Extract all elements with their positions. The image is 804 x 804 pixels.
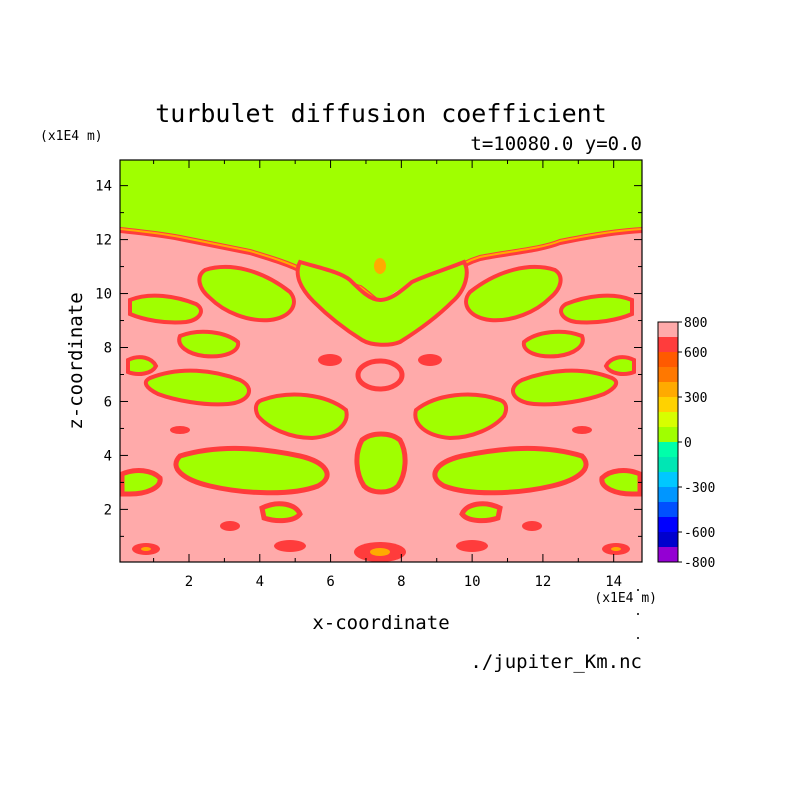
central-plume (295, 259, 469, 347)
colorbar-tick-label: -300 (684, 481, 715, 496)
x-tick-label: 10 (464, 574, 481, 590)
small-blobs (132, 354, 630, 562)
x-axis-label: x-coordinate (312, 612, 449, 634)
plot-frame (119, 159, 643, 563)
lower-patches (120, 431, 642, 524)
y-tick-label: 12 (95, 233, 112, 249)
colorbar-tick-label: -800 (684, 556, 715, 571)
x-tick-label: 8 (397, 574, 405, 590)
colorbar-tick-label: 600 (684, 346, 707, 361)
x-tick-label: 12 (534, 574, 551, 590)
small-orange-blobs (141, 258, 621, 556)
colorbar: 800 600 300 0 -300 -600 -800 (657, 316, 715, 571)
y-tick-label: 2 (104, 502, 112, 518)
y-tick-label: 14 (95, 179, 112, 195)
unit-mark-dot (637, 589, 639, 591)
unit-mark-dot (637, 637, 639, 639)
mid-patches (126, 265, 636, 441)
y-tick-label: 6 (104, 394, 112, 410)
y-unit-label: (x1E4 m) (40, 129, 103, 144)
x-axis: 2 4 6 8 10 12 14 (153, 160, 622, 590)
x-unit-label: (x1E4 m) (594, 591, 657, 606)
x-tick-label: 4 (256, 574, 264, 590)
colorbar-segment (658, 532, 678, 547)
x-tick-label: 2 (185, 574, 193, 590)
chart-title: turbulet diffusion coefficient (155, 99, 607, 128)
upper-zero-layer (120, 160, 642, 301)
y-tick-label: 8 (104, 341, 112, 357)
colorbar-segment (658, 412, 678, 427)
x-tick-label: 14 (605, 574, 622, 590)
colorbar-segment (658, 352, 678, 367)
x-tick-label: 6 (326, 574, 334, 590)
heatmap-field (120, 160, 642, 562)
colorbar-segment (658, 442, 678, 457)
colorbar-segment (658, 382, 678, 397)
y-axis-label: z-coordinate (65, 292, 87, 429)
colorbar-segment (658, 337, 678, 352)
colorbar-segment (658, 367, 678, 382)
colorbar-segment (658, 472, 678, 487)
y-axis: 2 4 6 8 10 12 14 (95, 179, 642, 537)
colorbar-segment (658, 547, 678, 562)
y-tick-label: 10 (95, 287, 112, 303)
colorbar-segment (658, 502, 678, 517)
colorbar-segment (658, 322, 678, 337)
colorbar-segment (658, 457, 678, 472)
colorbar-tick-label: 0 (684, 436, 692, 451)
colorbar-segment (658, 427, 678, 442)
colorbar-tick-label: 800 (684, 316, 707, 331)
colorbar-segment (658, 517, 678, 532)
colorbar-segment (658, 397, 678, 412)
unit-mark-dot (637, 613, 639, 615)
colorbar-tick-label: -600 (684, 526, 715, 541)
colorbar-segment (658, 487, 678, 502)
y-tick-label: 4 (104, 448, 112, 464)
chart-subtitle: t=10080.0 y=0.0 (470, 133, 642, 155)
colorbar-tick-label: 300 (684, 391, 707, 406)
source-file-label: ./jupiter_Km.nc (470, 651, 642, 673)
